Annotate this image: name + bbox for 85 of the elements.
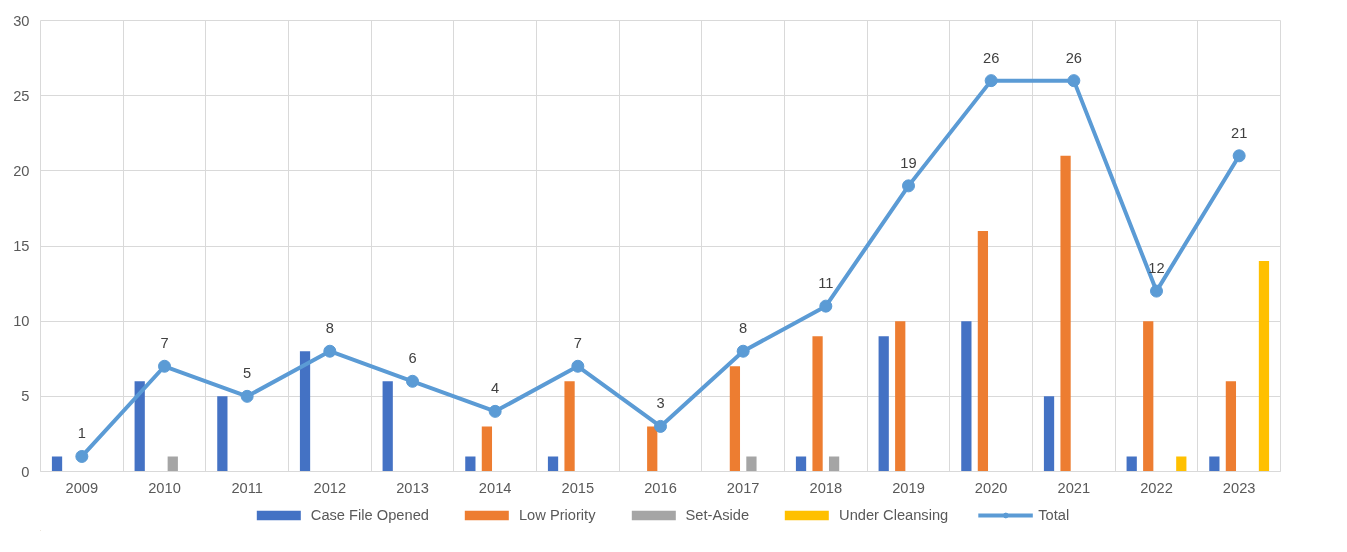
- data-label: 11: [818, 275, 834, 292]
- point: [1067, 74, 1081, 88]
- point: [1232, 149, 1246, 163]
- bar: [564, 381, 575, 472]
- y-tick-label: 15: [13, 238, 30, 254]
- bar: [465, 456, 476, 472]
- x-tick-label: 2013: [396, 479, 429, 496]
- data-label: 3: [656, 395, 665, 412]
- data-label: 19: [900, 154, 917, 171]
- point: [902, 179, 915, 193]
- data-label: 1: [77, 425, 86, 442]
- data-label: 8: [325, 320, 334, 337]
- data-label: 7: [573, 335, 582, 352]
- data-label: 6: [408, 350, 417, 367]
- point: [571, 359, 585, 373]
- legend-label: Total: [1038, 507, 1070, 523]
- bar: [828, 456, 840, 472]
- bar: [1225, 381, 1237, 472]
- data-label: 4: [491, 380, 500, 397]
- x-tick-label: 2021: [1057, 479, 1091, 496]
- bar: [481, 426, 493, 472]
- bar: [134, 381, 145, 472]
- data-label: 21: [1231, 124, 1248, 141]
- bar: [1060, 155, 1071, 472]
- data-label: 26: [1065, 49, 1082, 66]
- y-tick-label: 25: [13, 87, 30, 104]
- point: [323, 344, 337, 358]
- legend-label: Case File Opened: [310, 507, 429, 523]
- bar: [961, 321, 972, 472]
- bar: [1143, 321, 1154, 472]
- data-label: 12: [1148, 260, 1165, 277]
- x-tick-label: 2010: [148, 479, 181, 496]
- x-tick-label: 2020: [974, 479, 1008, 496]
- bar: [1043, 396, 1055, 472]
- data-label: 26: [983, 49, 1000, 66]
- x-tick-label: 2014: [478, 479, 512, 496]
- bar: [382, 381, 393, 472]
- bar: [812, 336, 823, 472]
- legend-label: Low Priority: [518, 507, 596, 523]
- point: [158, 359, 171, 373]
- x-tick-label: 2019: [892, 479, 925, 496]
- bar: [1126, 456, 1137, 472]
- data-label: 7: [160, 335, 169, 352]
- point: [1150, 284, 1163, 298]
- bar: [299, 351, 311, 472]
- x-tick-label: 2017: [726, 479, 760, 496]
- point: [984, 74, 998, 88]
- data-label: 8: [739, 320, 748, 337]
- point: [819, 299, 833, 313]
- bar: [167, 456, 178, 472]
- x-tick-label: 2018: [809, 479, 843, 496]
- bar: [547, 456, 559, 472]
- point: [406, 374, 419, 388]
- bar: [217, 396, 228, 472]
- x-tick-label: 2016: [644, 479, 677, 496]
- bar: [51, 456, 63, 472]
- legend-label: Set-Aside: [685, 507, 750, 523]
- bar: [878, 336, 889, 472]
- point: [488, 404, 502, 418]
- bar: [1258, 261, 1270, 472]
- bar: [647, 426, 658, 472]
- bar: [895, 321, 906, 472]
- point: [736, 344, 750, 358]
- x-tick-label: 2022: [1140, 479, 1173, 496]
- y-tick-label: 0: [21, 463, 30, 480]
- y-tick-label: 5: [21, 388, 30, 405]
- point: [240, 389, 254, 403]
- bar: [1209, 456, 1220, 472]
- bar: [1176, 456, 1187, 472]
- bar: [746, 456, 757, 472]
- bar: [977, 230, 989, 472]
- y-tick-label: 20: [13, 162, 30, 179]
- data-label: 5: [243, 365, 252, 382]
- bar: [795, 456, 807, 472]
- point: [75, 449, 89, 463]
- bar: [729, 366, 741, 472]
- y-tick-label: 10: [13, 313, 30, 330]
- y-tick-label: 30: [13, 12, 30, 29]
- x-tick-label: 2011: [231, 479, 263, 496]
- x-tick-label: 2009: [65, 479, 99, 496]
- legend-label: Under Cleansing: [839, 507, 949, 523]
- x-tick-label: 2015: [561, 479, 595, 496]
- point: [654, 419, 667, 433]
- x-tick-label: 2023: [1222, 479, 1256, 496]
- x-tick-label: 2012: [313, 479, 347, 496]
